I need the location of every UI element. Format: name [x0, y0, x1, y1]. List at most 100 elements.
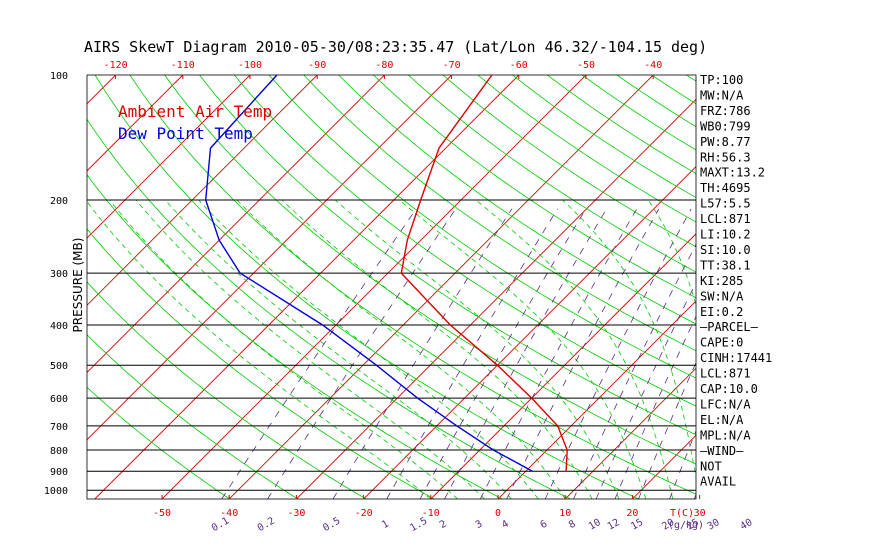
isotherm-line: [87, 75, 452, 441]
index-item: LCL:871: [700, 367, 751, 381]
legend-ambient-air-temp: Ambient Air Temp: [118, 102, 272, 121]
moist-adiabat-line: [562, 199, 696, 480]
pressure-tick-label: 200: [50, 196, 68, 207]
dry-adiabat-line: [477, 75, 696, 223]
pressure-tick-label: 700: [50, 422, 68, 433]
isotherm-line: [87, 75, 116, 105]
index-item: RH:56.3: [700, 150, 751, 164]
mixing-ratio-line: [573, 243, 696, 499]
mixing-ratio-label: 12: [606, 517, 622, 533]
mixing-ratio-label: 20: [660, 517, 676, 533]
isotherm-line: [161, 75, 587, 499]
plot-frame: [86, 74, 697, 500]
top-temp-tick-label: -80: [375, 60, 393, 71]
top-temp-tick-label: -40: [644, 60, 662, 71]
isotherm-line: [87, 75, 318, 306]
mixing-ratio-label: 10: [587, 517, 603, 533]
mixing-ratio-label: 0.5: [321, 516, 342, 535]
chart-title: AIRS SkewT Diagram 2010-05-30/08:23:35.4…: [84, 38, 707, 56]
index-item: AVAIL: [700, 475, 736, 489]
moist-adiabat-line: [475, 199, 674, 499]
moist-adiabat-line: [87, 200, 432, 499]
mixing-ratio-line: [614, 315, 696, 499]
bottom-temp-tick-label: -20: [355, 508, 373, 519]
isotherm-line: [94, 75, 520, 499]
isotherm-line: [834, 75, 870, 499]
pressure-tick-label: 100: [50, 71, 68, 82]
index-item: TP:100: [700, 73, 743, 87]
dry-adiabat-line: [303, 75, 696, 352]
index-item: —PARCEL—: [700, 320, 759, 334]
mixing-ratio-label: 0.2: [256, 516, 277, 535]
mixing-ratio-line: [267, 208, 457, 499]
moist-adiabat-line: [399, 199, 647, 499]
mixing-ratio-line: [595, 281, 696, 499]
isotherm-line: [87, 75, 251, 239]
top-temp-tick-label: -100: [238, 60, 262, 71]
mixing-ratio-label: 40: [739, 517, 755, 533]
pressure-tick-label: 300: [50, 269, 68, 280]
profile-line-ambient-air-temp: [400, 75, 568, 472]
dry-adiabat-line: [87, 334, 299, 499]
dry-adiabat-line: [87, 228, 435, 499]
moist-adiabat-line: [334, 199, 620, 499]
top-temp-tick-label: -50: [577, 60, 595, 71]
y-axis-label: PRESSURE (MB): [71, 238, 85, 333]
index-item: WB0:799: [700, 119, 751, 133]
mixing-ratio-line: [419, 208, 587, 499]
isobar-lines: [86, 74, 697, 500]
index-item: CAP:10.0: [700, 382, 758, 396]
isotherm-line: [767, 75, 870, 499]
pressure-tick-label: 400: [50, 321, 68, 332]
bottom-temp-tick-label: -40: [220, 508, 238, 519]
mixing-ratio-label: 8: [567, 519, 578, 532]
dry-adiabat-line: [87, 118, 571, 499]
index-item: PW:8.77: [700, 135, 751, 149]
dry-adiabat-line: [338, 75, 696, 325]
bottom-unit-label: T(C): [670, 508, 694, 519]
moist-adiabat-line: [198, 199, 539, 499]
top-temp-tick-label: -70: [443, 60, 461, 71]
pressure-tick-label: 1000: [44, 486, 68, 497]
dry-adiabat-line: [268, 75, 696, 379]
bottom-temp-tick-label: 20: [626, 508, 638, 519]
isotherm-line: [497, 300, 696, 499]
isotherm-line: [363, 165, 696, 499]
dry-adiabat-line: [87, 281, 367, 499]
dry-adiabat-line: [87, 174, 503, 499]
mixing-ratio-line: [479, 208, 638, 499]
top-temp-tick-label: -60: [510, 60, 528, 71]
mixing-ratio-label: 1: [380, 519, 391, 532]
isotherm-line: [87, 75, 385, 374]
isotherm-line: [430, 233, 696, 499]
mixing-ratio-unit-label: (g/kg): [668, 520, 704, 531]
dry-adiabat-line: [164, 75, 696, 465]
mixing-ratio-label: 3: [474, 519, 485, 532]
top-temp-tick-label: -120: [104, 60, 128, 71]
sounding-profiles: [204, 75, 568, 472]
index-item: SW:N/A: [700, 289, 744, 303]
index-item: LFC:N/A: [700, 397, 751, 411]
mixing-ratio-label: 30: [706, 517, 722, 533]
dry-adiabat-line: [756, 75, 870, 499]
bottom-temp-tick-label: 10: [559, 508, 571, 519]
mixing-ratio-line: [638, 361, 696, 499]
index-item: SI:10.0: [700, 243, 751, 257]
index-item: FRZ:786: [700, 104, 751, 118]
mixing-ratio-label: 4: [500, 519, 511, 532]
index-item: MW:N/A: [700, 88, 744, 102]
isotherm-line: [87, 75, 184, 172]
index-item: CAPE:0: [700, 336, 743, 350]
index-item: L57:5.5: [700, 197, 751, 211]
index-item: KI:285: [700, 274, 743, 288]
isotherm-line: [296, 98, 696, 499]
legend-dew-point-temp: Dew Point Temp: [118, 124, 253, 143]
index-item: MAXT:13.2: [700, 166, 765, 180]
index-item: TH:4695: [700, 181, 751, 195]
mixing-ratio-label: 2: [438, 519, 449, 532]
mixing-ratio-label: 15: [629, 517, 645, 533]
isotherm-line: [564, 367, 696, 499]
isotherm-line: [0, 75, 48, 499]
